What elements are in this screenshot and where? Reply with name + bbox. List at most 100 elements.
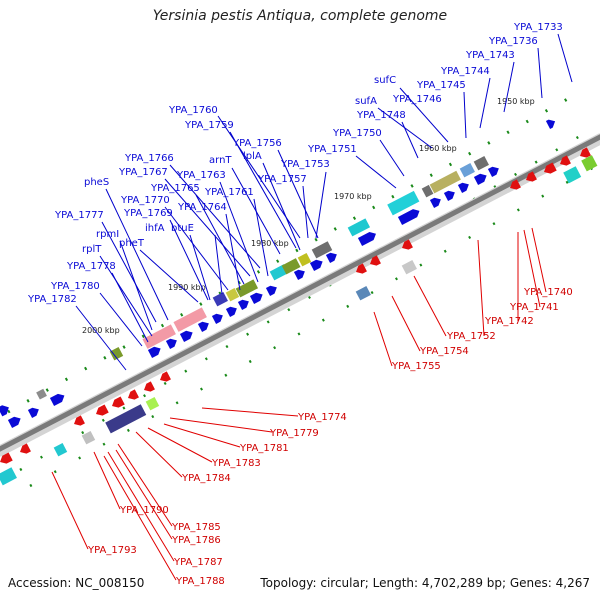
gene-block	[235, 279, 259, 298]
gene-block	[526, 171, 537, 182]
leader-line	[531, 227, 547, 293]
gene-block	[402, 239, 413, 250]
leader-line	[399, 87, 449, 143]
gene-label: YPA_1781	[239, 443, 289, 454]
gene-block	[20, 443, 31, 454]
leader-line	[219, 181, 259, 283]
gene-block	[397, 209, 420, 225]
gene-block	[179, 330, 193, 342]
gene-block	[581, 155, 598, 172]
gene-block	[487, 166, 499, 177]
kbp-tick-label: 1970 kbp	[334, 192, 372, 201]
leader-line	[225, 213, 241, 291]
gene-label: YPA_1741	[509, 302, 559, 313]
gene-label: YPA_1755	[391, 361, 441, 372]
gene-label: YPA_1750	[332, 128, 382, 139]
gene-label: YPA_1743	[465, 50, 515, 61]
leader-line	[117, 443, 173, 527]
leader-line	[262, 162, 301, 251]
leader-line	[135, 431, 183, 478]
kbp-tick-labels: 1950 kbp 1960 kbp 1970 kbp 1980 kbp 1990…	[82, 97, 535, 335]
gene-block	[421, 184, 434, 198]
gene-block	[347, 218, 371, 237]
gene-block	[357, 232, 376, 246]
gene-block	[387, 190, 420, 216]
gene-block	[0, 467, 17, 486]
gene-block	[0, 452, 13, 464]
leader-line	[163, 423, 241, 448]
kbp-tick-label: 1950 kbp	[497, 97, 535, 106]
gene-block	[401, 260, 417, 275]
gene-block	[27, 407, 39, 418]
gene-block	[249, 292, 263, 304]
leader-line	[537, 47, 543, 99]
gene-label: YPA_1759	[184, 120, 234, 131]
gene-label: YPA_1790	[119, 505, 169, 516]
forward-gene-labels: YPA_1733 YPA_1736 YPA_1743 YPA_1744 sufC…	[27, 22, 563, 305]
gene-block	[144, 381, 155, 392]
gene-label: YPA_1752	[446, 331, 496, 342]
gene-block	[325, 252, 337, 263]
gene-label: YPA_1782	[27, 294, 77, 305]
gene-label: YPA_1769	[123, 208, 173, 219]
gene-block	[563, 166, 582, 184]
leader-line	[201, 407, 299, 417]
leader-line	[413, 275, 447, 337]
gene-label: YPA_1733	[513, 22, 563, 33]
gene-label: sufA	[355, 96, 377, 107]
gene-label: YPA_1748	[356, 110, 406, 121]
gene-block	[237, 299, 249, 310]
gene-block	[544, 162, 557, 174]
gene-label: YPA_1746	[392, 94, 442, 105]
leader-line	[355, 155, 397, 189]
gene-block	[197, 321, 209, 332]
gene-label: YPA_1784	[181, 473, 231, 484]
kbp-tick-label: 2000 kbp	[82, 326, 120, 335]
gene-label: YPA_1744	[440, 66, 490, 77]
leader-line	[229, 131, 297, 249]
gene-label: YPA_1770	[120, 195, 170, 206]
gene-label: YPA_1740	[523, 287, 573, 298]
gene-block	[225, 287, 240, 302]
leader-line	[253, 198, 269, 277]
gene-label: YPA_1780	[50, 281, 100, 292]
gene-block	[370, 255, 381, 266]
leader-line	[523, 229, 541, 308]
gene-label: arnT	[209, 155, 232, 166]
gene-label: YPA_1788	[175, 576, 225, 587]
leader-line	[302, 185, 309, 239]
gene-block	[109, 346, 124, 361]
gene-label: btuE	[171, 223, 194, 234]
gene-label: ihfA	[145, 223, 165, 234]
gene-label: YPA_1786	[171, 535, 221, 546]
leader-line	[103, 455, 177, 581]
kbp-tick-label: 1980 kbp	[251, 239, 289, 248]
leader-line	[503, 61, 515, 113]
leader-line	[401, 121, 419, 159]
gene-block	[128, 389, 139, 400]
gene-label: YPA_1778	[66, 261, 116, 272]
gene-label: lplA	[243, 151, 262, 162]
gene-block	[457, 182, 469, 193]
genome-stats-text: Topology: circular; Length: 4,702,289 bp…	[260, 576, 590, 590]
gene-label: YPA_1756	[232, 138, 282, 149]
leader-line	[164, 206, 229, 291]
gene-label: YPA_1779	[269, 428, 319, 439]
gene-block	[443, 190, 455, 201]
gene-block	[145, 396, 160, 411]
gene-block	[0, 405, 9, 417]
gene-block	[473, 173, 487, 185]
accession-text: Accession: NC_008150	[8, 576, 145, 590]
leader-line	[147, 427, 213, 463]
leader-line	[379, 139, 405, 177]
leader-line	[463, 91, 467, 139]
page-title: Yersinia pestis Antiqua, complete genome	[152, 8, 448, 24]
gene-label: YPA_1783	[211, 458, 261, 469]
gene-label: YPA_1742	[484, 316, 534, 327]
gene-label: sufC	[374, 75, 396, 86]
leader-line	[315, 171, 327, 239]
gene-label: YPA_1736	[488, 36, 538, 47]
gene-block	[510, 179, 521, 190]
gene-block	[429, 197, 441, 208]
